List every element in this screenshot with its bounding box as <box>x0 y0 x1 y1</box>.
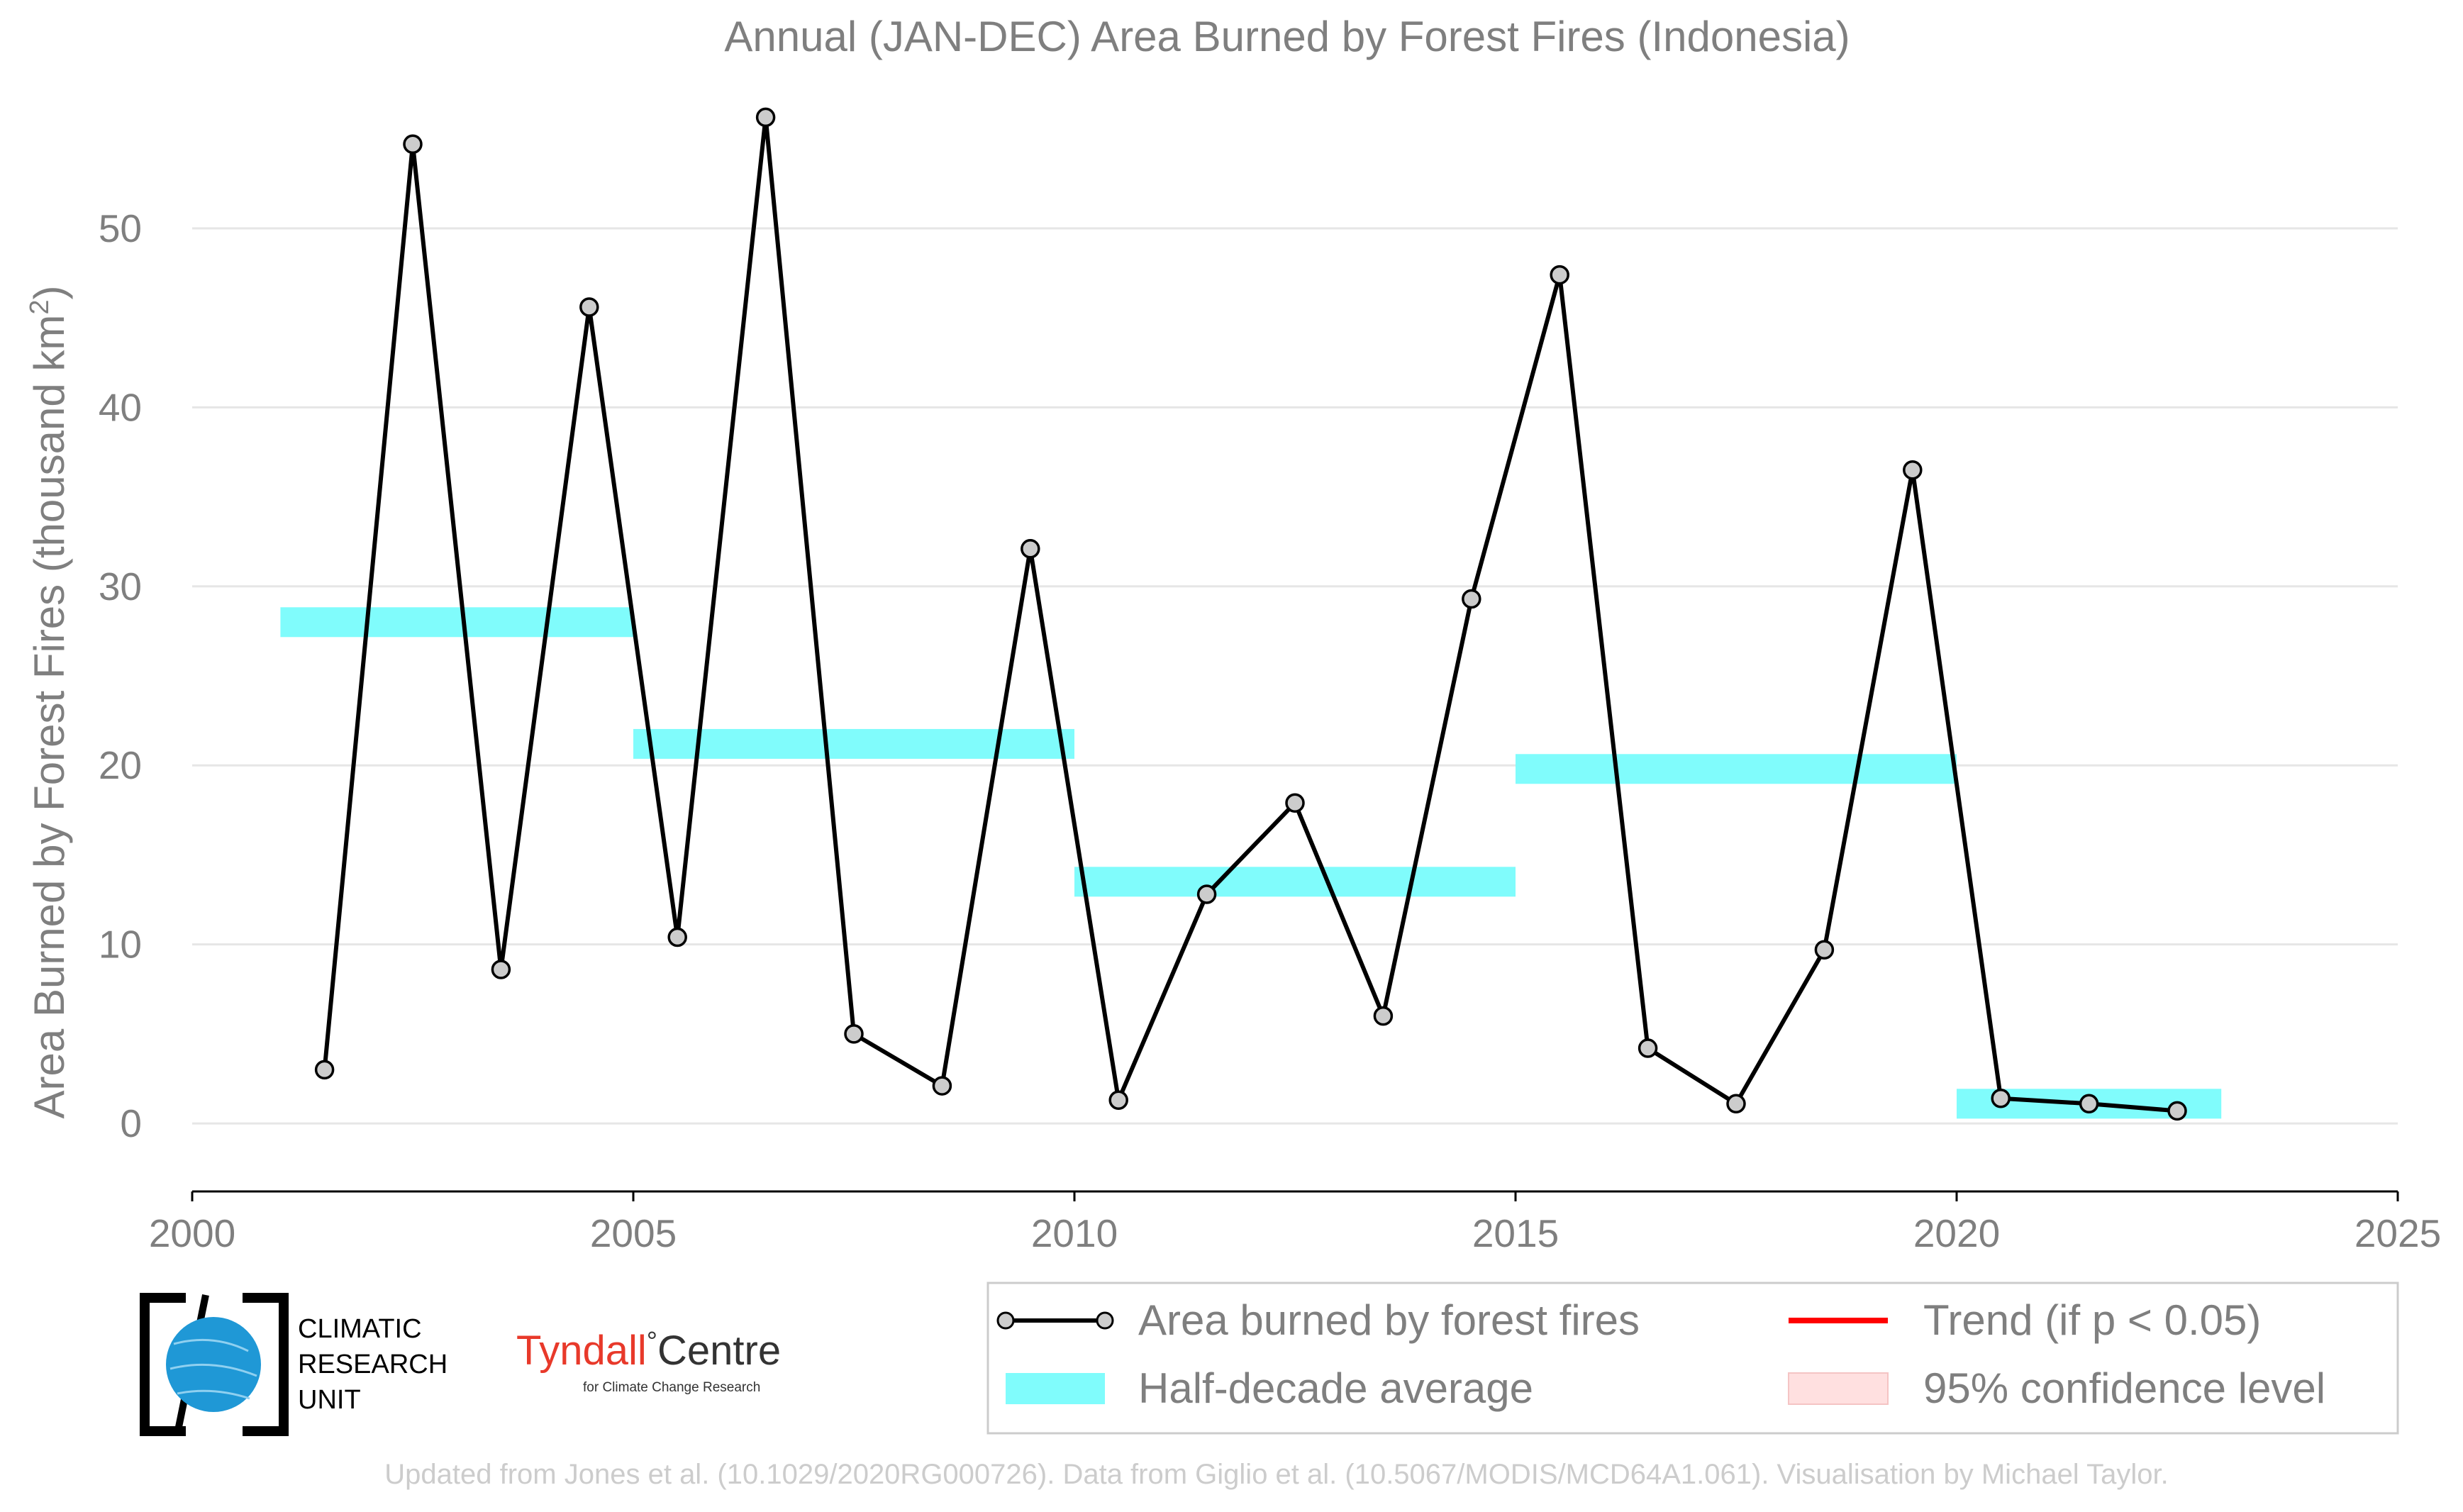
data-point <box>1638 1038 1658 1058</box>
legend: Area burned by forest fires Trend (if p … <box>986 1282 2399 1435</box>
y-tick-label: 20 <box>99 743 142 787</box>
cru-logo: CLIMATIC RESEARCH UNIT <box>140 1293 447 1436</box>
legend-label-confidence: 95% confidence level <box>1923 1364 2325 1412</box>
data-point <box>667 927 687 947</box>
data-point <box>1814 940 1835 960</box>
cru-text-line2: RESEARCH <box>298 1350 447 1379</box>
x-tick-label: 2015 <box>1472 1211 1559 1255</box>
x-tick-label: 2025 <box>2354 1211 2441 1255</box>
data-point <box>314 1060 335 1080</box>
legend-label-trend: Trend (if p < 0.05) <box>1923 1296 2261 1344</box>
y-axis-label: Area Burned by Forest Fires (thousand km… <box>25 286 73 1119</box>
x-tick-label: 2020 <box>1913 1211 2000 1255</box>
tyndall-name: Tyndall°Centre <box>516 1327 781 1374</box>
y-tick-label: 0 <box>120 1101 142 1145</box>
legend-band-swatch <box>1006 1373 1105 1404</box>
series-line <box>322 115 2178 1113</box>
chart-title: Annual (JAN-DEC) Area Burned by Forest F… <box>724 13 1850 60</box>
y-tick-label: 10 <box>99 923 142 967</box>
legend-marker-swatch <box>1096 1311 1114 1330</box>
data-point <box>844 1024 864 1044</box>
data-point <box>403 134 423 155</box>
grid-lines <box>192 227 2398 1125</box>
half-decade-band <box>1074 867 1516 897</box>
data-point <box>1285 793 1305 813</box>
y-tick-label: 30 <box>99 565 142 608</box>
y-tick-label: 40 <box>99 385 142 429</box>
data-point <box>1462 589 1481 609</box>
legend-frame <box>986 1282 2399 1435</box>
half-decade-bands <box>280 607 2222 1119</box>
data-point <box>1196 884 1217 904</box>
data-point <box>491 960 511 979</box>
cru-text-line3: UNIT <box>298 1385 361 1415</box>
cru-bracket-right <box>243 1293 289 1436</box>
x-tick-label: 2000 <box>149 1211 235 1255</box>
tyndall-degree: ° <box>647 1327 657 1357</box>
data-point <box>1021 539 1040 559</box>
tyndall-logo: Tyndall°Centre for Climate Change Resear… <box>516 1327 781 1395</box>
data-point <box>1108 1090 1128 1111</box>
tyndall-name-part2: Centre <box>657 1328 781 1374</box>
cru-bracket-left <box>140 1293 186 1436</box>
y-axis-ticks: 0 10 20 30 40 50 <box>99 206 142 1145</box>
x-tick-label: 2005 <box>590 1211 677 1255</box>
data-series <box>314 107 2187 1121</box>
data-point <box>2167 1101 2187 1121</box>
cru-globe-lines <box>169 1338 257 1400</box>
data-point <box>2079 1094 2099 1114</box>
footer-credit: Updated from Jones et al. (10.1029/2020R… <box>384 1459 2168 1490</box>
cru-text-line1: CLIMATIC <box>298 1314 422 1344</box>
half-decade-band <box>1516 754 1957 784</box>
data-point <box>1991 1088 2011 1108</box>
data-point <box>1373 1006 1394 1026</box>
data-point <box>932 1076 952 1096</box>
y-axis-label-end: ) <box>26 286 73 300</box>
data-point <box>1726 1094 1746 1114</box>
half-decade-band <box>280 607 633 638</box>
y-tick-label: 50 <box>99 206 142 250</box>
legend-label-area-burned: Area burned by forest fires <box>1138 1296 1640 1344</box>
data-point <box>1903 460 1923 480</box>
x-tick-label: 2010 <box>1031 1211 1118 1255</box>
y-axis-label-superscript: 2 <box>25 300 55 315</box>
data-point <box>579 297 599 317</box>
y-axis-label-main: Area Burned by Forest Fires (thousand km <box>26 315 73 1119</box>
legend-label-half-decade: Half-decade average <box>1138 1364 1533 1412</box>
data-point <box>755 107 776 128</box>
legend-marker-swatch <box>996 1311 1015 1330</box>
data-point <box>1550 265 1569 285</box>
tyndall-name-part1: Tyndall <box>516 1328 647 1374</box>
x-axis-ticks: 2000 2005 2010 2015 2020 2025 <box>149 1191 2441 1255</box>
legend-confidence-swatch <box>1788 1372 1889 1405</box>
tyndall-subtitle: for Climate Change Research <box>583 1380 760 1395</box>
